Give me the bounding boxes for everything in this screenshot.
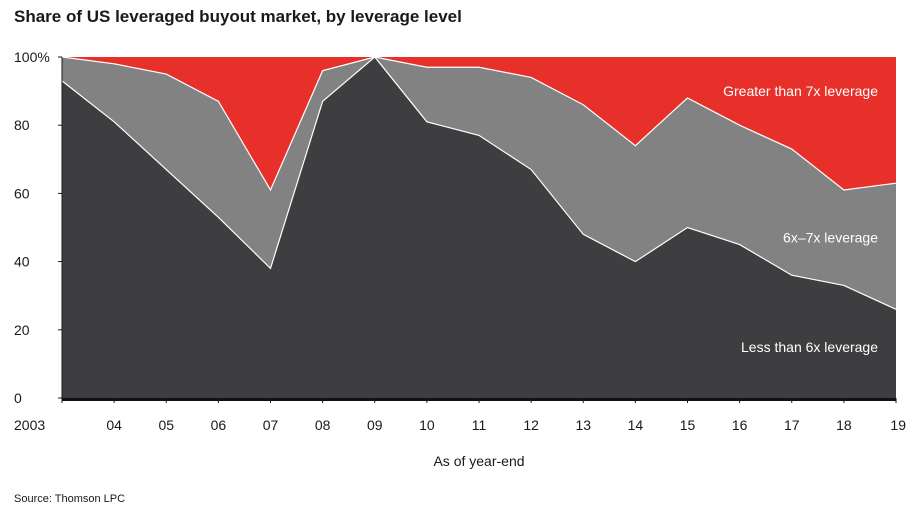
x-tick-label: 07 [263, 417, 279, 433]
area-6x-7x-leverage [62, 57, 896, 310]
x-tick-label: 09 [367, 417, 383, 433]
y-tick-label: 20 [14, 322, 30, 338]
area-greater-than-7x-leverage [62, 57, 896, 190]
area-less-than-6x-leverage [62, 57, 896, 398]
chart-title: Share of US leveraged buyout market, by … [14, 7, 462, 26]
x-tick-label: 04 [106, 417, 122, 433]
axes: 0 20 40 60 80 100% 2003 04 05 06 07 08 09 10 11 12 13 14 1… [14, 49, 906, 469]
series-label: Greater than 7x leverage [723, 83, 878, 99]
y-tick-label: 0 [14, 390, 22, 406]
x-tick-label: 13 [575, 417, 591, 433]
y-tick-label: 100% [14, 49, 50, 65]
series-label: Less than 6x leverage [741, 339, 878, 355]
source-note: Source: Thomson LPC [14, 493, 126, 505]
x-tick-label: 12 [523, 417, 539, 433]
y-tick-label: 60 [14, 185, 30, 201]
series-labels: Less than 6x leverage 6x–7x leverage Great… [723, 83, 878, 355]
y-tick-label: 80 [14, 117, 30, 133]
x-tick-label: 11 [472, 417, 487, 433]
x-tick-label: 05 [158, 417, 174, 433]
x-tick-label: 08 [315, 417, 331, 433]
x-tick-label: 14 [628, 417, 644, 433]
x-tick-label: 16 [732, 417, 748, 433]
x-tick-label: 2003 [14, 417, 45, 433]
area-layer [62, 57, 896, 398]
x-tick-label: 17 [784, 417, 800, 433]
boundary-line [61, 56, 897, 310]
boundary-lines [61, 56, 897, 310]
x-tick-label: 06 [211, 417, 227, 433]
boundary-line [61, 56, 897, 192]
x-tick-label: 15 [680, 417, 696, 433]
series-label: 6x–7x leverage [783, 230, 878, 246]
x-tick-label: 19 [890, 417, 906, 433]
y-tick-label: 40 [14, 254, 30, 270]
x-tick-label: 18 [836, 417, 852, 433]
x-tick-label: 10 [419, 417, 435, 433]
x-axis-title: As of year-end [433, 453, 524, 469]
